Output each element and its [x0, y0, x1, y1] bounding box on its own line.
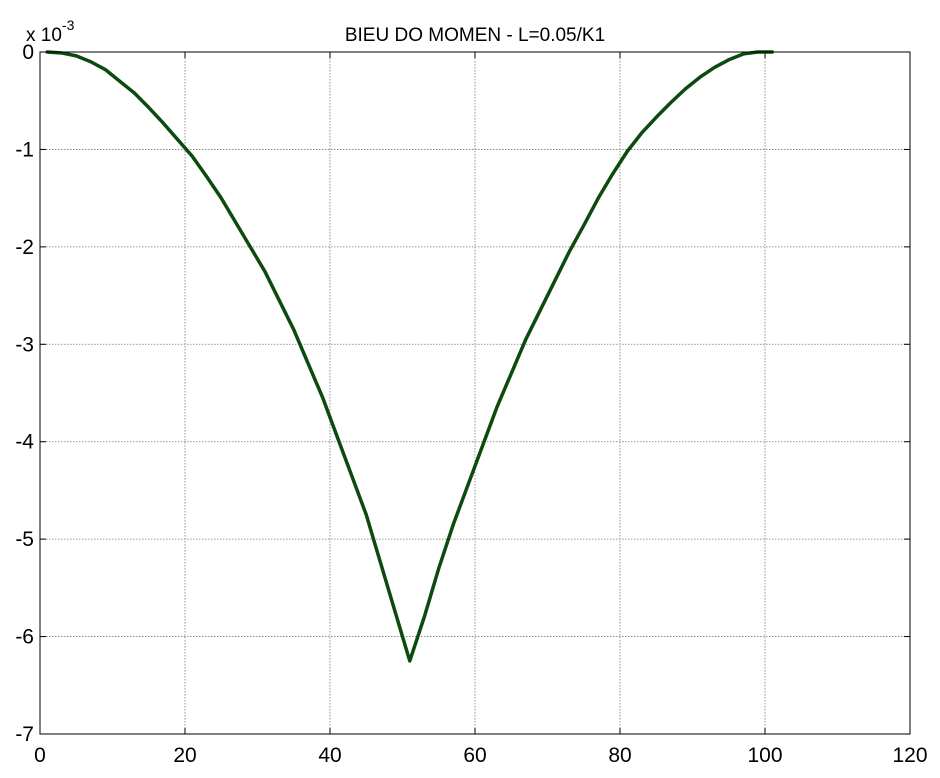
- y-tick-label: -1: [15, 138, 34, 161]
- y-multiplier-exponent: -3: [62, 17, 75, 33]
- x-tick-label: 80: [608, 744, 631, 767]
- ticks: [39, 51, 911, 735]
- y-tick-label: -2: [15, 236, 34, 259]
- x-tick-label: 60: [463, 744, 486, 767]
- y-tick-label: -6: [15, 626, 34, 649]
- y-tick-label: -5: [15, 528, 34, 551]
- y-tick-label: -3: [15, 333, 34, 356]
- x-tick-label: 120: [892, 744, 927, 767]
- y-tick-label: 0: [22, 41, 34, 64]
- y-tick-label: -4: [15, 431, 34, 454]
- x-tick-label: 40: [318, 744, 341, 767]
- grid: [40, 52, 910, 734]
- tick-labels: 0 20 40 60 80 100 120 0 -1 -2 -3 -4 -5 -6 -7: [15, 41, 927, 767]
- plot-frame: [39, 51, 911, 735]
- x-tick-label: 0: [34, 744, 46, 767]
- x-tick-label: 100: [747, 744, 782, 767]
- chart-title: BIEU DO MOMEN - L=0.05/K1: [345, 25, 605, 46]
- y-multiplier-base: x 10: [26, 25, 62, 46]
- y-tick-label: -7: [15, 723, 34, 746]
- series-line: [45, 50, 774, 663]
- plot-area: [45, 50, 774, 663]
- y-multiplier-label: x 10-3: [26, 17, 75, 46]
- x-tick-label: 20: [173, 744, 196, 767]
